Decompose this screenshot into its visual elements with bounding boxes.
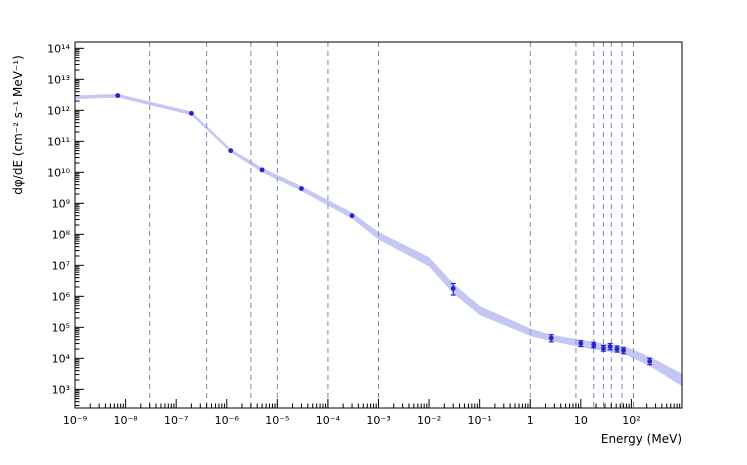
y-tick-label: 10¹⁴ (47, 42, 70, 55)
axes-layer: 10⁻⁹ 10⁻⁸ 10⁻⁷ 10⁻⁶ 10⁻⁵ 10⁻⁴ 10⁻³ 10⁻² 10⁻¹ 1 10 1… (47, 41, 683, 427)
x-tick-label: 10⁻⁶ (215, 414, 240, 427)
x-tick-label: 10⁻³ (366, 414, 390, 427)
data-points-layer (115, 93, 653, 366)
x-tick-label: 10⁻² (417, 414, 441, 427)
y-tick-label: 10⁵ (52, 321, 70, 334)
data-point (591, 342, 597, 348)
y-tick-label: 10⁹ (52, 197, 70, 210)
data-point (349, 213, 355, 219)
data-point (299, 186, 304, 191)
y-tick-label: 10⁶ (52, 290, 71, 303)
x-tick-label: 10² (622, 414, 640, 427)
y-tick-label: 10³ (52, 383, 70, 396)
data-point (578, 341, 584, 346)
data-point (188, 110, 194, 116)
data-point (647, 358, 653, 364)
y-axis-title: dφ/dE (cm⁻² s⁻¹ MeV⁻¹) (11, 55, 25, 195)
x-tick-label: 10⁻⁷ (164, 414, 188, 427)
data-point (601, 345, 606, 351)
data-point (621, 348, 626, 353)
x-axis-title: Energy (MeV) (601, 432, 682, 446)
data-point (614, 346, 620, 352)
data-point (115, 93, 121, 98)
data-point (548, 335, 554, 341)
x-tick-label: 10⁻⁵ (265, 414, 289, 427)
y-tick-label: 10¹⁰ (47, 166, 70, 179)
x-tick-label: 10⁻⁹ (63, 414, 87, 427)
x-tick-label: 10 (574, 414, 588, 427)
data-point (228, 148, 234, 154)
y-tick-label: 10¹² (47, 104, 70, 117)
x-tick-label: 1 (527, 414, 534, 427)
data-point (450, 286, 456, 291)
y-tick-label: 10¹³ (47, 73, 70, 86)
y-tick-label: 10⁷ (52, 259, 70, 272)
data-point (259, 167, 265, 173)
x-tick-label: 10⁻⁸ (113, 414, 138, 427)
data-point (607, 344, 613, 349)
y-tick-label: 10⁸ (52, 228, 71, 241)
x-tick-label: 10⁻⁴ (316, 414, 341, 427)
y-tick-label: 10⁴ (52, 352, 71, 365)
x-tick-label: 10⁻¹ (468, 414, 492, 427)
y-tick-label: 10¹¹ (47, 135, 70, 148)
grid-layer (149, 42, 635, 408)
